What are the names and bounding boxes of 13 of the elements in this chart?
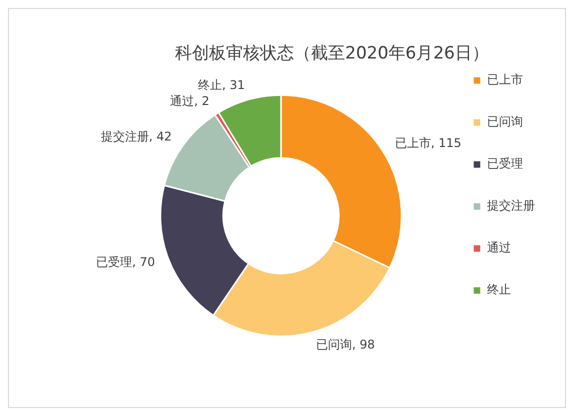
data-label: 通过, 2 bbox=[170, 94, 210, 108]
legend-label: 终止 bbox=[487, 282, 511, 297]
data-label: 终止, 31 bbox=[198, 78, 245, 92]
data-label: 已问询, 98 bbox=[316, 338, 375, 352]
legend-label: 通过 bbox=[487, 240, 511, 255]
legend-label: 提交注册 bbox=[487, 198, 535, 213]
legend-label: 已上市 bbox=[487, 72, 523, 87]
legend-label: 已受理 bbox=[487, 156, 523, 171]
data-label: 已上市, 115 bbox=[394, 136, 462, 150]
legend-label: 已问询 bbox=[487, 114, 523, 129]
data-label: 提交注册, 42 bbox=[100, 129, 172, 144]
chart-title: 科创板审核状态（截至2020年6月26日） bbox=[175, 44, 489, 64]
data-label: 已受理, 70 bbox=[96, 255, 156, 270]
